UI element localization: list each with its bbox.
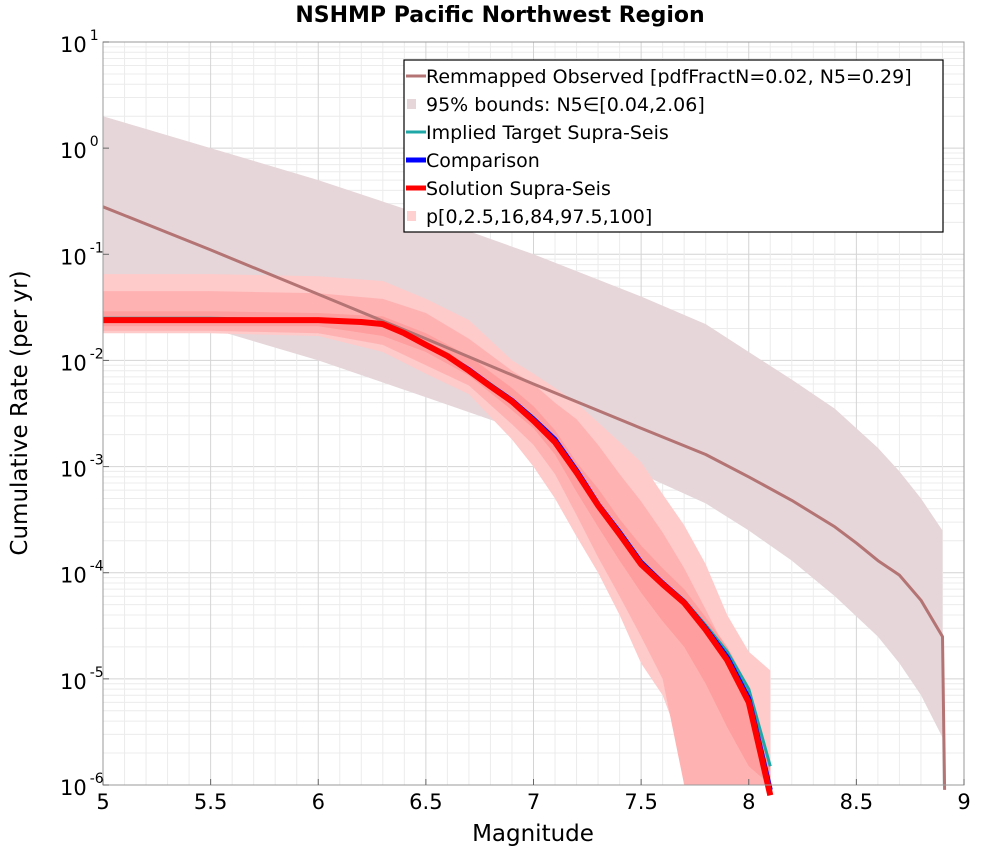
legend-label: Implied Target Supra-Seis bbox=[426, 122, 669, 144]
series-group bbox=[102, 205, 947, 796]
chart-title: NSHMP Pacific Northwest Region bbox=[295, 3, 704, 28]
y-tick-label: 10 -2 bbox=[60, 346, 104, 375]
x-tick-label: 8.5 bbox=[840, 790, 873, 814]
series-line-3 bbox=[103, 317, 774, 796]
y-tick-label: 10 -1 bbox=[60, 240, 104, 269]
legend-label: Comparison bbox=[426, 150, 540, 172]
x-tick-label: 6.5 bbox=[409, 790, 442, 814]
x-tick-label: 7.5 bbox=[624, 790, 657, 814]
x-tick-label: 5.5 bbox=[194, 790, 227, 814]
legend-label: Remmapped Observed [pdfFractN=0.02, N5=0… bbox=[426, 66, 912, 88]
legend-label: p[0,2.5,16,84,97.5,100] bbox=[426, 206, 652, 228]
band-2 bbox=[103, 291, 771, 785]
legend-swatch bbox=[407, 211, 416, 221]
legend: Remmapped Observed [pdfFractN=0.02, N5=0… bbox=[403, 59, 944, 233]
band-3 bbox=[103, 311, 771, 785]
legend-swatch bbox=[407, 99, 416, 109]
y-tick-label: 10 1 bbox=[60, 28, 99, 57]
y-tick-label: 10 -6 bbox=[60, 771, 104, 800]
x-tick-label: 8 bbox=[742, 790, 755, 814]
series-line-0 bbox=[102, 205, 947, 790]
x-tick-label: 9 bbox=[957, 790, 970, 814]
x-tick-label: 6 bbox=[312, 790, 325, 814]
x-tick-label: 5 bbox=[96, 790, 109, 814]
x-axis-label: Magnitude bbox=[472, 821, 594, 847]
y-axis-label: Cumulative Rate (per yr) bbox=[7, 270, 33, 555]
y-tick-label: 10 0 bbox=[60, 134, 99, 163]
y-tick-label: 10 -5 bbox=[60, 665, 104, 694]
legend-label: Solution Supra-Seis bbox=[426, 178, 611, 200]
legend-label: 95% bounds: N5∈[0.04,2.06] bbox=[426, 94, 705, 116]
x-axis-ticks: 5 5.5 6 6.5 7 7.5 8 8.5 9 bbox=[96, 779, 971, 814]
x-tick-label: 7 bbox=[527, 790, 540, 814]
band-group bbox=[103, 116, 943, 785]
legend-box bbox=[403, 59, 944, 233]
y-tick-label: 10 -4 bbox=[60, 559, 104, 588]
y-tick-label: 10 -3 bbox=[60, 453, 104, 482]
